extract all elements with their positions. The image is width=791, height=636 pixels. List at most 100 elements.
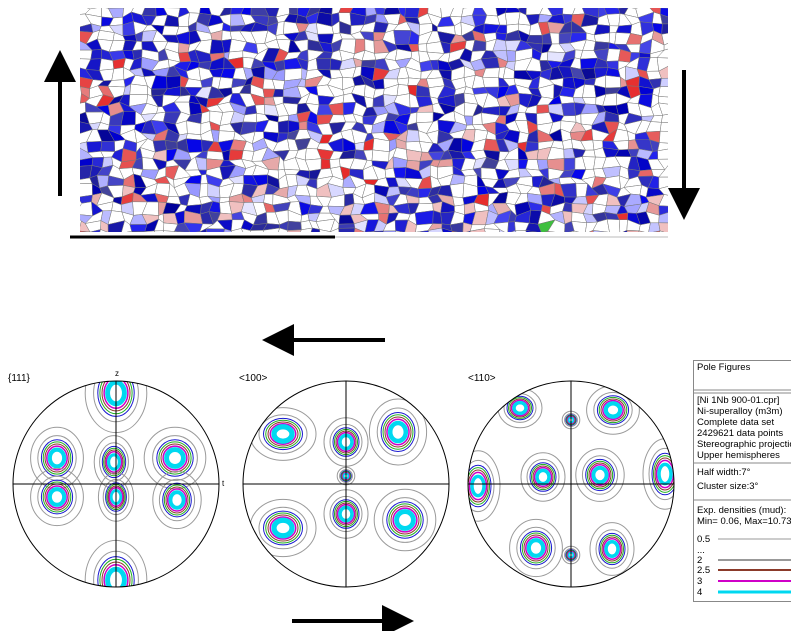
contour-max bbox=[50, 450, 64, 467]
grain bbox=[659, 131, 675, 143]
grain bbox=[669, 8, 681, 18]
grain bbox=[263, 228, 279, 242]
grain bbox=[508, 222, 516, 234]
grain bbox=[483, 68, 500, 78]
grain bbox=[672, 113, 683, 122]
grain bbox=[101, 141, 115, 151]
legend-density: Exp. densities (mud): bbox=[697, 505, 786, 516]
grain bbox=[668, 157, 680, 168]
grain bbox=[321, 159, 330, 170]
contour-max bbox=[397, 512, 414, 529]
grain bbox=[483, 77, 499, 87]
grain bbox=[616, 25, 632, 33]
legend-level: 3 bbox=[697, 576, 702, 587]
grain bbox=[638, 170, 653, 177]
grain bbox=[76, 50, 93, 59]
grain bbox=[255, 105, 264, 115]
grain bbox=[415, 211, 433, 225]
pole-figures bbox=[13, 353, 687, 619]
grain bbox=[639, 53, 650, 58]
grain bbox=[397, 78, 409, 85]
grain bbox=[508, 230, 519, 242]
grain bbox=[121, 111, 136, 125]
legend-density: Min= 0.06, Max=10.73 bbox=[697, 516, 791, 527]
grain bbox=[186, 139, 202, 153]
grain bbox=[582, 85, 596, 98]
legend-level: 0.5 bbox=[697, 534, 710, 545]
grain bbox=[638, 231, 651, 241]
grain bbox=[229, 150, 243, 161]
legend-param: Half width:7° bbox=[697, 467, 751, 478]
grain bbox=[670, 174, 681, 185]
grain bbox=[606, 75, 621, 87]
ebsd-map bbox=[74, 3, 687, 243]
contour-max bbox=[109, 455, 120, 469]
grain bbox=[627, 230, 639, 241]
axis-label: z bbox=[115, 369, 119, 378]
legend-info: Stereographic projectio bbox=[697, 439, 791, 450]
legend-info: Complete data set bbox=[697, 417, 774, 428]
grain bbox=[669, 17, 681, 25]
grain bbox=[374, 231, 386, 239]
legend-param: Cluster size:3° bbox=[697, 481, 759, 492]
grain bbox=[287, 230, 301, 240]
grain bbox=[162, 26, 179, 35]
pf-label: <100> bbox=[239, 373, 268, 384]
contour-max bbox=[537, 470, 549, 483]
legend-title: Pole Figures bbox=[697, 362, 751, 373]
grain bbox=[373, 138, 390, 152]
grain bbox=[450, 6, 463, 17]
grain bbox=[537, 105, 549, 114]
contour-max bbox=[529, 540, 543, 556]
grain bbox=[273, 89, 283, 97]
contour-max bbox=[50, 489, 64, 505]
grain bbox=[672, 211, 686, 225]
grain bbox=[384, 3, 401, 15]
grain bbox=[584, 78, 595, 85]
grain bbox=[670, 40, 680, 49]
grain bbox=[463, 231, 473, 241]
grain bbox=[339, 228, 355, 242]
grain bbox=[406, 130, 419, 142]
grain bbox=[142, 4, 156, 16]
grain bbox=[660, 122, 675, 131]
contour-max bbox=[472, 476, 484, 495]
grain bbox=[672, 204, 686, 211]
grain bbox=[99, 59, 113, 71]
contour-max bbox=[593, 468, 606, 482]
grain bbox=[87, 141, 102, 152]
grain bbox=[562, 231, 574, 241]
legend: Pole Figures [Ni 1Nb 900-01.cpr]Ni-super… bbox=[693, 361, 791, 602]
grain bbox=[417, 112, 434, 122]
grain bbox=[289, 4, 298, 15]
grain bbox=[572, 221, 587, 234]
grain bbox=[472, 40, 486, 51]
grain bbox=[394, 30, 412, 45]
grain bbox=[316, 58, 331, 70]
contour-max bbox=[514, 403, 526, 414]
grain bbox=[659, 223, 673, 234]
contour-max bbox=[659, 464, 671, 483]
legend-info: Upper hemispheres bbox=[697, 450, 780, 461]
contour-max bbox=[606, 403, 620, 416]
contour-max bbox=[606, 542, 618, 556]
grain bbox=[564, 158, 575, 171]
grain bbox=[393, 167, 406, 178]
legend-level: 4 bbox=[697, 587, 702, 598]
grain bbox=[607, 49, 621, 62]
pf-label: {111} bbox=[8, 373, 31, 384]
grain bbox=[505, 12, 520, 25]
grain bbox=[507, 50, 516, 61]
grain bbox=[668, 57, 686, 70]
grain bbox=[670, 33, 680, 41]
pf-label: <110> bbox=[468, 373, 496, 384]
grain bbox=[559, 33, 571, 44]
grain bbox=[594, 33, 609, 43]
grain bbox=[130, 84, 148, 95]
legend-info: Ni-superalloy (m3m) bbox=[697, 406, 783, 417]
grain bbox=[452, 231, 463, 241]
legend-info: 2429621 data points bbox=[697, 428, 783, 439]
grain bbox=[593, 230, 610, 240]
grain bbox=[75, 202, 93, 216]
